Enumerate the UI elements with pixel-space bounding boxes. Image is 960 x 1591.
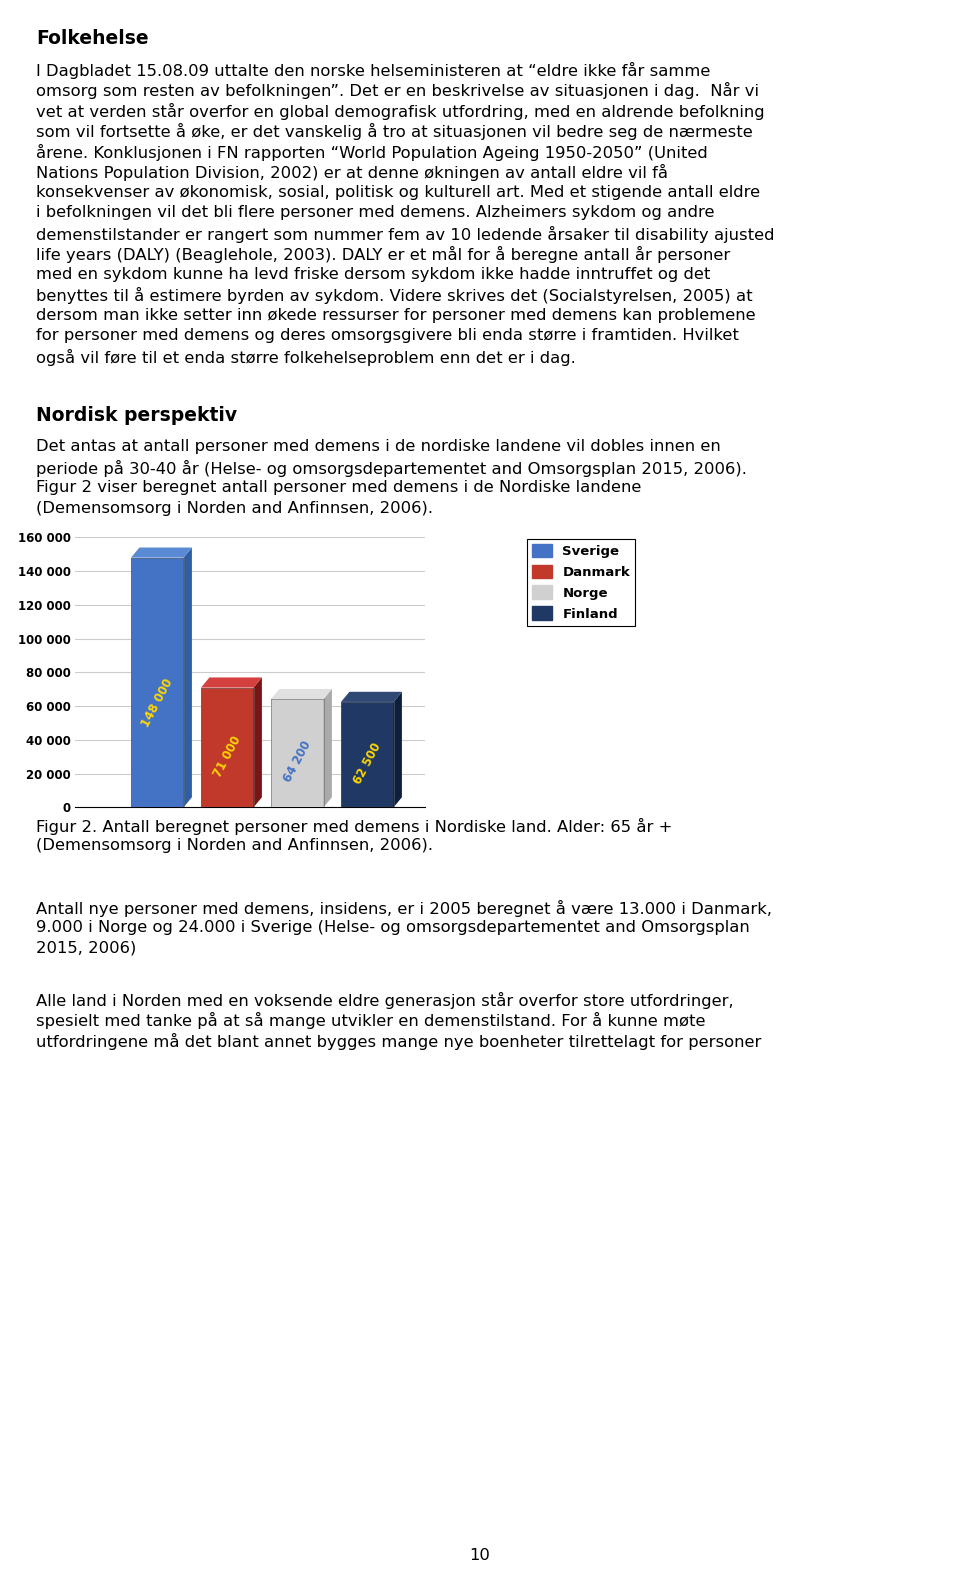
Legend: Sverige, Danmark, Norge, Finland: Sverige, Danmark, Norge, Finland — [527, 539, 636, 625]
Text: (Demensomsorg i Norden and Anfinnsen, 2006).: (Demensomsorg i Norden and Anfinnsen, 20… — [36, 501, 433, 515]
Text: 2015, 2006): 2015, 2006) — [36, 940, 136, 956]
Text: I Dagbladet 15.08.09 uttalte den norske helseministeren at “eldre ikke får samme: I Dagbladet 15.08.09 uttalte den norske … — [36, 62, 710, 80]
Text: utfordringene må det blant annet bygges mange nye boenheter tilrettelagt for per: utfordringene må det blant annet bygges … — [36, 1033, 761, 1050]
Text: life years (DALY) (Beaglehole, 2003). DALY er et mål for å beregne antall år per: life years (DALY) (Beaglehole, 2003). DA… — [36, 247, 731, 264]
Text: dersom man ikke setter inn økede ressurser for personer med demens kan problemen: dersom man ikke setter inn økede ressurs… — [36, 307, 756, 323]
Text: 10: 10 — [469, 1548, 491, 1562]
Text: som vil fortsette å øke, er det vanskelig å tro at situasjonen vil bedre seg de : som vil fortsette å øke, er det vanskeli… — [36, 123, 753, 140]
Polygon shape — [394, 692, 402, 807]
Text: 71 000: 71 000 — [211, 735, 244, 780]
Polygon shape — [201, 678, 262, 687]
Polygon shape — [253, 678, 262, 807]
Text: (Demensomsorg i Norden and Anfinnsen, 2006).: (Demensomsorg i Norden and Anfinnsen, 20… — [36, 838, 433, 853]
Text: konsekvenser av økonomisk, sosial, politisk og kulturell art. Med et stigende an: konsekvenser av økonomisk, sosial, polit… — [36, 185, 760, 200]
Text: i befolkningen vil det bli flere personer med demens. Alzheimers sykdom og andre: i befolkningen vil det bli flere persone… — [36, 205, 714, 220]
Polygon shape — [324, 689, 332, 807]
Text: periode på 30-40 år (Helse- og omsorgsdepartementet and Omsorgsplan 2015, 2006).: periode på 30-40 år (Helse- og omsorgsde… — [36, 460, 747, 477]
Text: demenstilstander er rangert som nummer fem av 10 ledende årsaker til disability : demenstilstander er rangert som nummer f… — [36, 226, 775, 243]
Text: 62 500: 62 500 — [351, 740, 384, 786]
Text: Nations Population Division, 2002) er at denne økningen av antall eldre vil få: Nations Population Division, 2002) er at… — [36, 164, 668, 181]
Bar — [131, 558, 183, 807]
Polygon shape — [131, 547, 192, 558]
Text: benyttes til å estimere byrden av sykdom. Videre skrives det (Socialstyrelsen, 2: benyttes til å estimere byrden av sykdom… — [36, 288, 753, 304]
Text: spesielt med tanke på at så mange utvikler en demenstilstand. For å kunne møte: spesielt med tanke på at så mange utvikl… — [36, 1012, 706, 1029]
Bar — [271, 698, 324, 807]
Polygon shape — [341, 692, 402, 702]
Polygon shape — [271, 689, 332, 698]
Text: også vil føre til et enda større folkehelseproblem enn det er i dag.: også vil føre til et enda større folkehe… — [36, 348, 576, 366]
Text: vet at verden står overfor en global demografisk utfordring, med en aldrende bef: vet at verden står overfor en global dem… — [36, 103, 764, 119]
Text: årene. Konklusjonen i FN rapporten “World Population Ageing 1950-2050” (United: årene. Konklusjonen i FN rapporten “Worl… — [36, 143, 708, 161]
Text: 9.000 i Norge og 24.000 i Sverige (Helse- og omsorgsdepartementet and Omsorgspla: 9.000 i Norge og 24.000 i Sverige (Helse… — [36, 920, 750, 936]
Text: Figur 2 viser beregnet antall personer med demens i de Nordiske landene: Figur 2 viser beregnet antall personer m… — [36, 480, 641, 495]
Polygon shape — [183, 547, 192, 807]
Text: Nordisk perspektiv: Nordisk perspektiv — [36, 406, 237, 425]
Text: Antall nye personer med demens, insidens, er i 2005 beregnet å være 13.000 i Dan: Antall nye personer med demens, insidens… — [36, 899, 772, 916]
Text: Figur 2. Antall beregnet personer med demens i Nordiske land. Alder: 65 år +: Figur 2. Antall beregnet personer med de… — [36, 818, 672, 835]
Text: med en sykdom kunne ha levd friske dersom sykdom ikke hadde inntruffet og det: med en sykdom kunne ha levd friske derso… — [36, 267, 710, 282]
Bar — [201, 687, 253, 807]
Text: 148 000: 148 000 — [139, 676, 176, 729]
Text: Folkehelse: Folkehelse — [36, 29, 149, 48]
Text: for personer med demens og deres omsorgsgivere bli enda større i framtiden. Hvil: for personer med demens og deres omsorgs… — [36, 328, 739, 344]
Text: Det antas at antall personer med demens i de nordiske landene vil dobles innen e: Det antas at antall personer med demens … — [36, 439, 721, 453]
Text: Alle land i Norden med en voksende eldre generasjon står overfor store utfordrin: Alle land i Norden med en voksende eldre… — [36, 991, 733, 1009]
Text: omsorg som resten av befolkningen”. Det er en beskrivelse av situasjonen i dag. : omsorg som resten av befolkningen”. Det … — [36, 83, 759, 99]
Text: 64 200: 64 200 — [281, 738, 314, 784]
Bar — [341, 702, 394, 807]
